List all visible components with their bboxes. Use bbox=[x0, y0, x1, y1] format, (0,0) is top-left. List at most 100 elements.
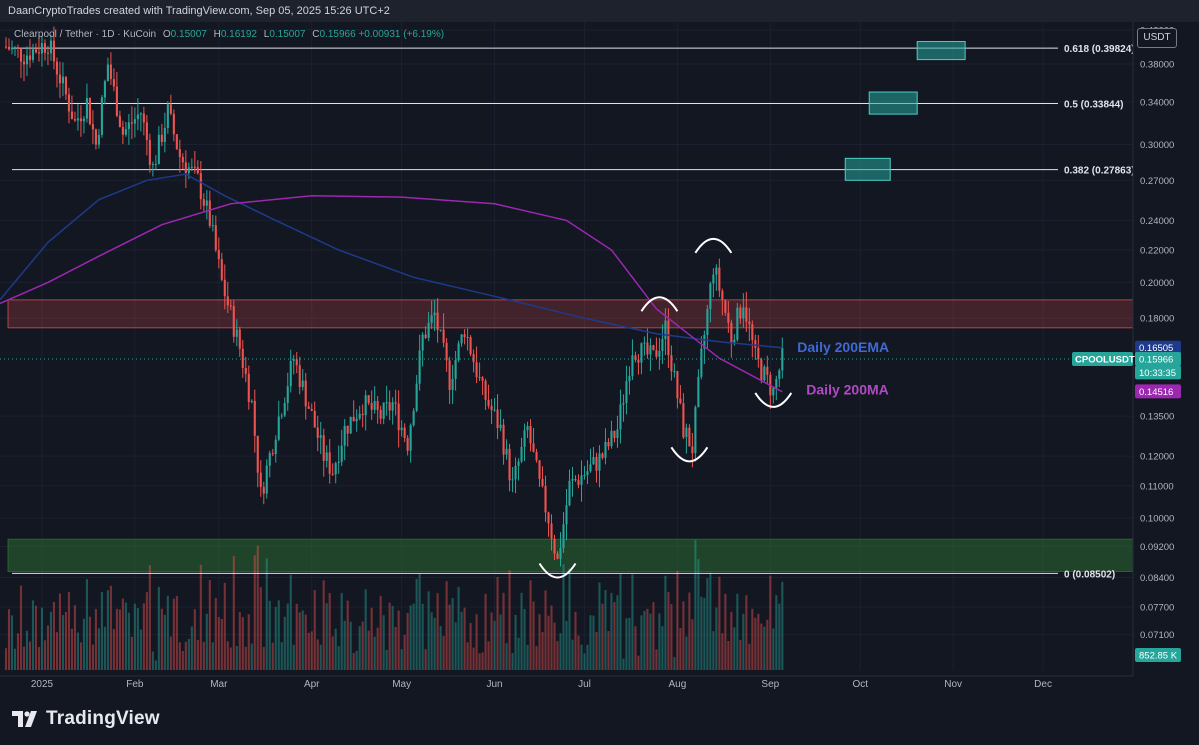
volume-bars bbox=[4, 540, 784, 670]
fib-label: 0 (0.08502) bbox=[1064, 569, 1115, 580]
volume-bar bbox=[295, 603, 298, 670]
candle-body bbox=[703, 334, 706, 349]
target-box bbox=[868, 91, 918, 115]
volume-bar bbox=[772, 628, 775, 670]
y-tick-label: 0.18000 bbox=[1140, 314, 1174, 325]
volume-bar bbox=[316, 639, 319, 670]
volume-bar bbox=[418, 573, 421, 670]
volume-bar bbox=[142, 603, 145, 670]
candle-body bbox=[295, 359, 298, 366]
candle-body bbox=[634, 355, 637, 360]
brand-name: TradingView bbox=[46, 708, 160, 729]
candle-body bbox=[565, 505, 568, 525]
volume-bar bbox=[106, 590, 109, 670]
volume-bar bbox=[235, 645, 238, 670]
tradingview-brand[interactable]: TradingView bbox=[12, 708, 160, 730]
footer bbox=[0, 696, 1199, 745]
y-tick-label: 0.07100 bbox=[1140, 630, 1174, 641]
volume-bar bbox=[700, 596, 703, 670]
candle-body bbox=[751, 324, 754, 341]
candle-body bbox=[37, 52, 41, 54]
x-tick-label: Sep bbox=[761, 679, 779, 690]
volume-bar bbox=[313, 590, 316, 670]
volume-bar bbox=[49, 611, 53, 670]
symbol-legend: Clearpool / Tether · 1D · KuCoin O0.1500… bbox=[14, 29, 444, 40]
volume-bar bbox=[778, 603, 781, 670]
volume-bar bbox=[547, 615, 550, 670]
arc-bottom bbox=[670, 446, 709, 463]
volume-bar bbox=[430, 612, 433, 670]
candle-body bbox=[244, 367, 247, 374]
candle-body bbox=[610, 430, 613, 447]
candle-body bbox=[46, 52, 50, 54]
candle-body bbox=[748, 321, 751, 325]
candle-body bbox=[739, 307, 742, 319]
volume-bar bbox=[541, 632, 544, 670]
volume-bar bbox=[124, 602, 127, 670]
volume-bar bbox=[694, 540, 697, 670]
volume-bar bbox=[376, 627, 379, 670]
candle-body bbox=[19, 48, 23, 62]
currency-unit-button[interactable]: USDT bbox=[1137, 28, 1177, 48]
volume-bar bbox=[196, 639, 199, 670]
y-tick-label: 0.07700 bbox=[1140, 603, 1174, 614]
volume-bar bbox=[454, 622, 457, 670]
volume-bar bbox=[682, 601, 685, 670]
candle-body bbox=[763, 366, 766, 381]
volume-bar bbox=[655, 649, 658, 670]
candle-body bbox=[574, 478, 577, 481]
candle-body bbox=[145, 122, 148, 140]
volume-bar bbox=[280, 642, 283, 670]
volume-bar bbox=[451, 598, 454, 670]
annotation-label: Daily 200MA bbox=[806, 381, 888, 397]
candle-body bbox=[532, 443, 535, 452]
volume-bar bbox=[247, 614, 250, 670]
price-tag bbox=[1135, 352, 1181, 367]
volume-bar bbox=[82, 618, 85, 670]
volume-bar bbox=[523, 608, 526, 670]
price-tag bbox=[1135, 365, 1181, 380]
candle-body bbox=[247, 373, 250, 402]
volume-bar bbox=[427, 591, 430, 670]
candle-body bbox=[421, 334, 424, 351]
candle-body bbox=[334, 463, 337, 475]
candle-body bbox=[292, 359, 295, 361]
volume-bar bbox=[439, 626, 442, 670]
candle-body bbox=[115, 86, 118, 116]
volume-bar bbox=[394, 627, 397, 670]
volume-bar bbox=[232, 556, 235, 670]
volume-bar bbox=[214, 598, 217, 670]
candle-body bbox=[277, 416, 280, 440]
candle-body bbox=[517, 461, 520, 467]
volume-bar bbox=[361, 621, 364, 670]
candle-body bbox=[553, 538, 556, 554]
volume-bar bbox=[529, 580, 532, 670]
candle-body bbox=[718, 267, 721, 291]
volume-bar bbox=[742, 613, 745, 670]
annotations: Daily 200EMA Daily 200MA bbox=[797, 339, 889, 398]
volume-bar bbox=[127, 612, 130, 670]
volume-bar bbox=[211, 642, 214, 670]
price-chart[interactable]: 0.618 (0.39824) 0.5 (0.33844) 0.382 (0.278… bbox=[0, 22, 1199, 696]
volume-bar bbox=[202, 641, 205, 670]
volume-bar bbox=[310, 631, 313, 670]
candle-body bbox=[100, 97, 103, 135]
candle-body bbox=[349, 416, 352, 434]
volume-bar bbox=[109, 585, 112, 670]
volume-bar bbox=[667, 591, 670, 670]
volume-bar bbox=[244, 646, 247, 670]
candle-body bbox=[724, 299, 727, 313]
volume-bar bbox=[184, 641, 187, 670]
candle-body bbox=[721, 290, 724, 300]
candle-body bbox=[271, 453, 274, 455]
candle-body bbox=[436, 312, 439, 331]
volume-bar bbox=[619, 574, 622, 670]
candle-body bbox=[535, 451, 538, 461]
volume-bar bbox=[589, 615, 592, 670]
candle-body bbox=[730, 322, 733, 344]
legend-close: 0.15966 bbox=[319, 29, 356, 40]
volume-bar bbox=[301, 610, 304, 670]
volume-bar bbox=[4, 648, 8, 670]
y-tick-label: 0.13500 bbox=[1140, 412, 1174, 423]
candle-body bbox=[310, 408, 313, 411]
